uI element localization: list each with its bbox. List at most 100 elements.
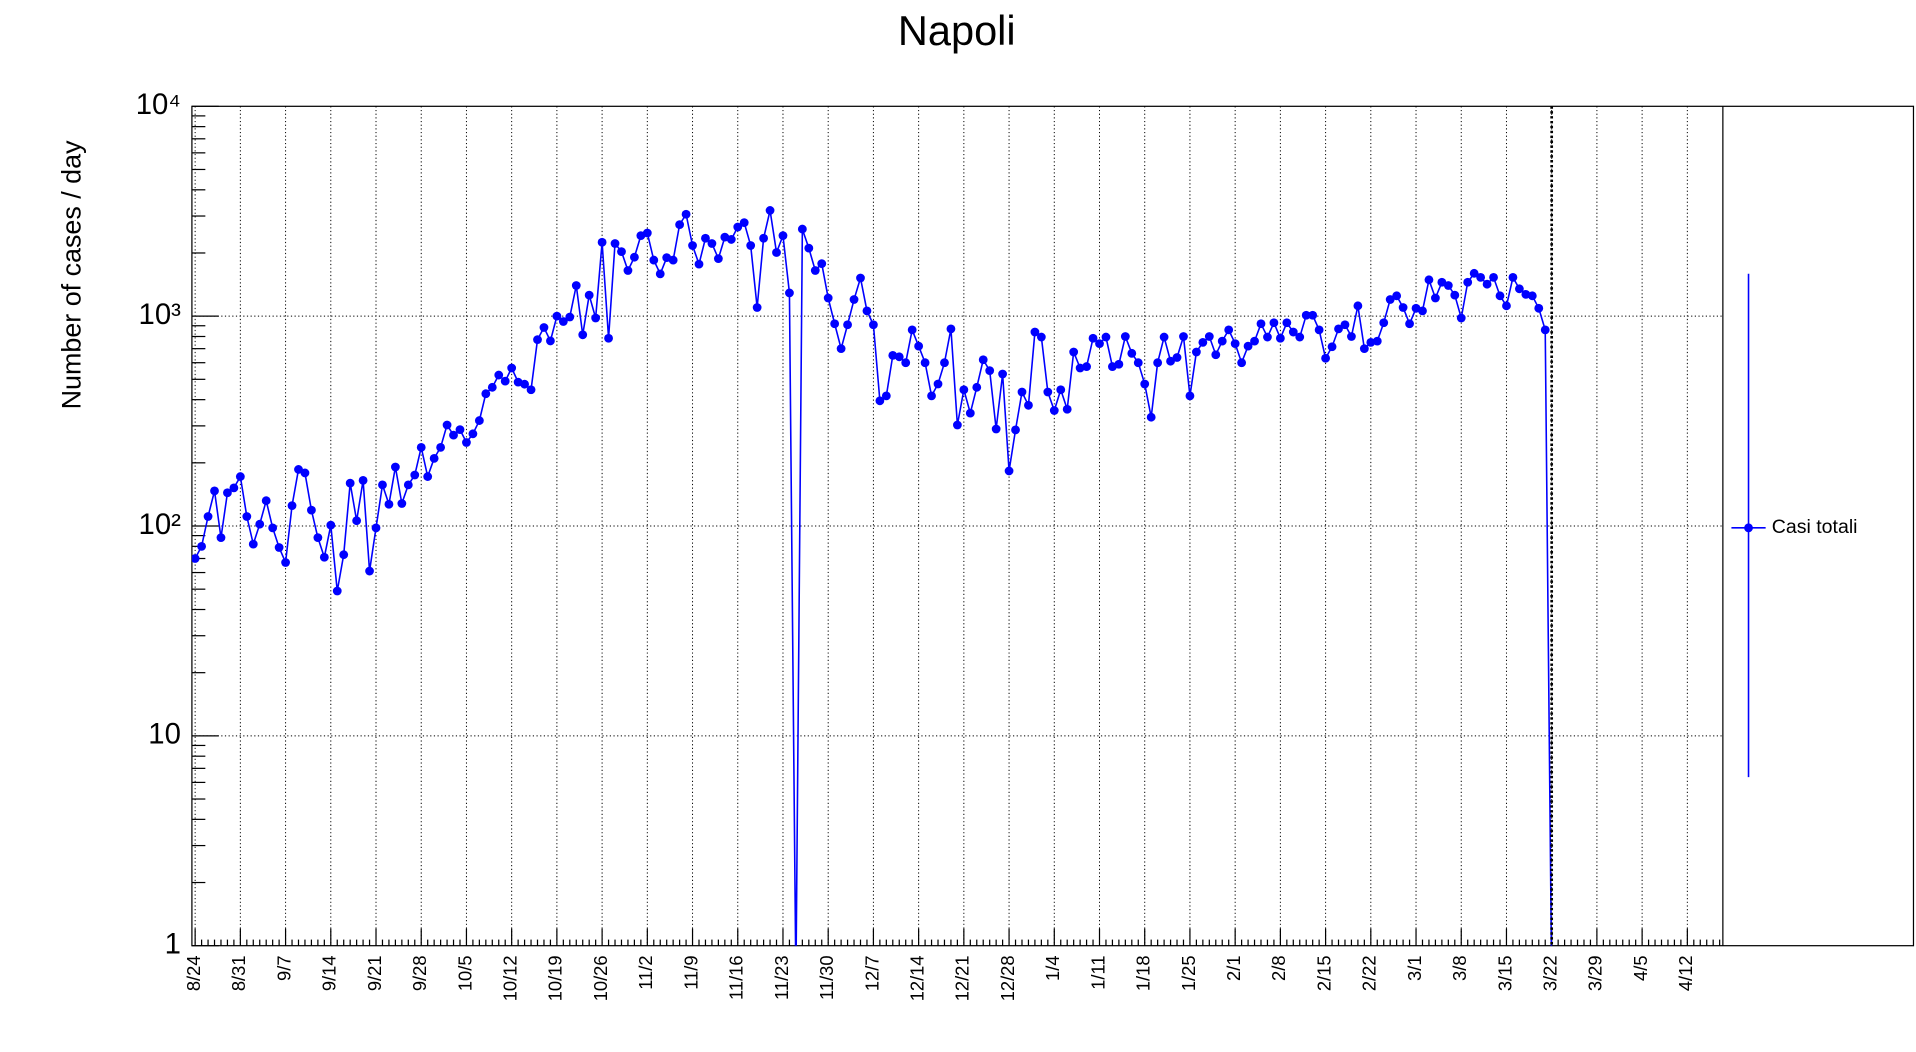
data-point bbox=[1469, 268, 1479, 278]
data-point bbox=[1140, 379, 1150, 389]
data-point bbox=[1359, 344, 1369, 354]
data-point bbox=[985, 366, 995, 376]
data-point bbox=[1069, 347, 1079, 357]
data-point bbox=[804, 243, 814, 253]
data-point bbox=[507, 363, 517, 373]
data-point bbox=[623, 266, 633, 275]
data-point bbox=[823, 293, 833, 303]
data-point bbox=[397, 499, 407, 508]
data-point bbox=[410, 470, 420, 480]
data-point bbox=[597, 237, 607, 247]
data-point bbox=[604, 333, 613, 343]
x-tick-label: 8/31 bbox=[228, 955, 249, 991]
y-tick-label: 10⁴ bbox=[136, 88, 181, 121]
data-point bbox=[1508, 272, 1518, 282]
data-point bbox=[546, 336, 555, 346]
data-point bbox=[1256, 319, 1266, 329]
data-point bbox=[468, 429, 478, 439]
data-point bbox=[1372, 336, 1382, 346]
x-tick-label: 2/22 bbox=[1359, 955, 1380, 991]
data-point bbox=[972, 382, 982, 392]
data-point bbox=[1456, 313, 1466, 323]
data-point bbox=[578, 330, 588, 340]
data-point bbox=[1146, 412, 1156, 422]
data-point bbox=[655, 269, 665, 279]
data-point bbox=[1282, 318, 1292, 328]
data-point bbox=[940, 358, 949, 368]
data-point bbox=[1224, 325, 1234, 335]
data-point bbox=[390, 462, 400, 472]
data-point bbox=[965, 408, 975, 418]
data-point bbox=[248, 539, 258, 549]
data-point bbox=[630, 252, 639, 262]
x-tick-label: 3/22 bbox=[1540, 955, 1561, 991]
data-point bbox=[642, 228, 652, 238]
x-tick-label: 10/12 bbox=[500, 955, 521, 1001]
data-point bbox=[500, 376, 510, 386]
data-point bbox=[1049, 406, 1059, 415]
data-point bbox=[1024, 400, 1033, 410]
data-point bbox=[326, 520, 336, 530]
data-point bbox=[881, 391, 891, 401]
data-point bbox=[1204, 332, 1214, 341]
data-point bbox=[1179, 332, 1188, 341]
data-point bbox=[862, 306, 872, 316]
data-point bbox=[1120, 332, 1130, 341]
data-point bbox=[1450, 290, 1460, 300]
x-tick-label: 11/30 bbox=[816, 955, 837, 999]
data-point bbox=[843, 320, 852, 330]
data-point bbox=[694, 259, 704, 269]
data-point bbox=[1540, 325, 1550, 335]
data-point bbox=[1295, 332, 1305, 342]
data-point bbox=[1308, 310, 1318, 320]
data-point bbox=[1463, 277, 1473, 287]
x-tick-label: 2/8 bbox=[1268, 955, 1289, 980]
x-tick-label: 10/19 bbox=[545, 955, 566, 1001]
y-tick-label: 10² bbox=[139, 508, 182, 541]
data-point bbox=[533, 335, 542, 345]
data-point bbox=[1166, 356, 1175, 366]
data-point bbox=[565, 312, 575, 322]
data-point bbox=[920, 358, 930, 368]
x-tick-label: 9/14 bbox=[319, 955, 340, 991]
data-point bbox=[952, 420, 962, 430]
data-point bbox=[300, 468, 310, 478]
x-tick-label: 12/14 bbox=[906, 955, 927, 1001]
data-point bbox=[1133, 358, 1143, 368]
data-point bbox=[274, 543, 284, 552]
data-point bbox=[707, 239, 717, 248]
data-point bbox=[307, 505, 316, 515]
data-point bbox=[1095, 339, 1104, 348]
data-point bbox=[733, 222, 743, 232]
data-point bbox=[1004, 466, 1014, 476]
data-point bbox=[688, 241, 697, 250]
data-point bbox=[442, 420, 452, 430]
y-tick-label: 10³ bbox=[139, 298, 182, 331]
data-point bbox=[1101, 332, 1111, 342]
data-point bbox=[856, 273, 865, 283]
data-point bbox=[1327, 342, 1337, 352]
data-point bbox=[449, 430, 458, 440]
data-point bbox=[1036, 332, 1046, 342]
x-tick-label: 8/24 bbox=[183, 955, 204, 991]
x-tick-label: 12/7 bbox=[861, 955, 882, 991]
x-tick-label: 12/21 bbox=[952, 955, 973, 1001]
x-tick-label: 3/29 bbox=[1585, 955, 1606, 991]
data-point bbox=[746, 241, 756, 250]
data-point bbox=[558, 317, 568, 326]
data-point bbox=[229, 483, 239, 493]
x-tick-label: 11/2 bbox=[635, 955, 656, 989]
x-tick-label: 9/28 bbox=[409, 955, 430, 991]
data-point bbox=[1030, 327, 1040, 337]
data-point bbox=[1379, 318, 1389, 328]
data-point bbox=[830, 319, 840, 329]
data-point bbox=[1424, 275, 1434, 285]
data-point bbox=[352, 516, 362, 526]
data-point bbox=[1431, 293, 1440, 303]
x-tick-label: 3/15 bbox=[1494, 955, 1515, 991]
data-point bbox=[474, 416, 484, 425]
data-point bbox=[927, 391, 936, 401]
data-point bbox=[1017, 387, 1027, 397]
x-tick-label: 1/11 bbox=[1087, 955, 1108, 989]
data-point bbox=[836, 344, 846, 354]
